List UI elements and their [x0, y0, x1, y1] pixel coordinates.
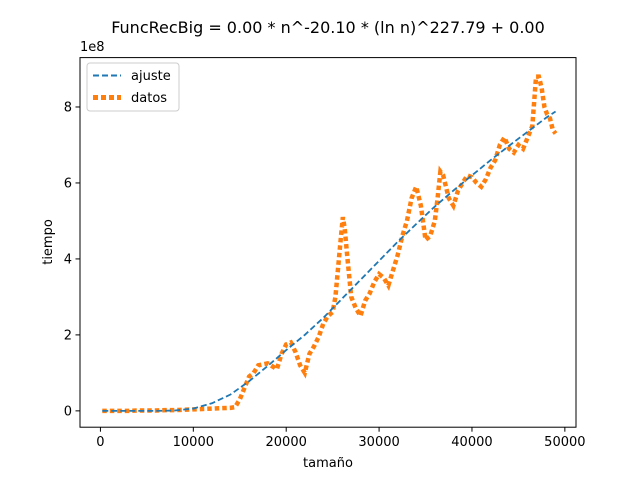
- y-tick-label: 6: [64, 176, 72, 191]
- legend-label-ajuste: ajuste: [131, 69, 171, 84]
- x-tick-label: 20000: [266, 435, 307, 450]
- y-tick-label: 8: [64, 100, 72, 115]
- x-tick-label: 40000: [451, 435, 492, 450]
- x-tick-label: 50000: [544, 435, 585, 450]
- plot-frame: [79, 57, 577, 428]
- x-axis-label: tamaño: [303, 456, 353, 471]
- legend-label-datos: datos: [131, 91, 167, 106]
- x-tick-label: 0: [96, 435, 104, 450]
- y-tick-label: 2: [64, 328, 72, 343]
- y-axis: 0 2 4 6 8: [64, 100, 80, 419]
- y-tick-label: 4: [64, 252, 72, 267]
- y-offset-label: 1e8: [80, 40, 105, 55]
- x-tick-label: 10000: [173, 435, 214, 450]
- series-line-ajuste: [102, 110, 557, 412]
- x-tick-label: 30000: [358, 435, 399, 450]
- chart-title: FuncRecBig = 0.00 * n^-20.10 * (ln n)^22…: [111, 18, 545, 37]
- series-line-datos: [102, 74, 558, 414]
- y-axis-label: tiempo: [41, 219, 56, 265]
- plot-area: [80, 57, 576, 428]
- y-tick-label: 0: [64, 404, 72, 419]
- legend: ajuste datos: [86, 62, 180, 112]
- x-axis: 0 10000 20000 30000 40000 50000: [96, 427, 586, 450]
